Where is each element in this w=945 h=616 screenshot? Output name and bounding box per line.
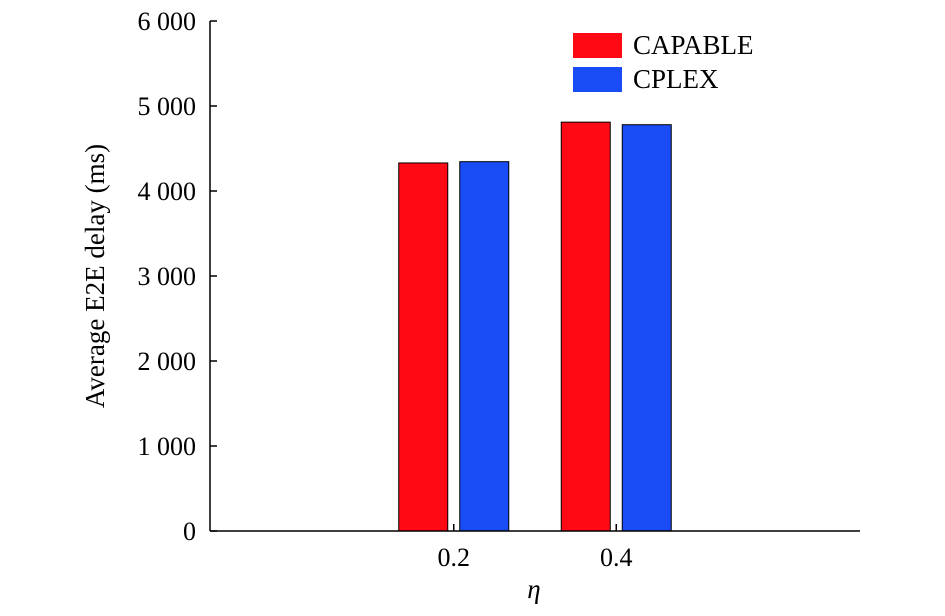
x-ticks-group: 0.2 0.4: [438, 524, 633, 572]
y-tick-label: 5 000: [138, 92, 197, 121]
axes-group: [209, 21, 860, 532]
y-tick-label: 3 000: [138, 262, 197, 291]
y-tick-label: 2 000: [138, 347, 197, 376]
legend-label-capable: CAPABLE: [633, 30, 754, 60]
y-tick-label: 6 000: [138, 7, 197, 36]
y-tick-label: 1 000: [138, 432, 197, 461]
y-tick-label: 0: [183, 517, 196, 546]
bar-cplex-0.4: [621, 124, 672, 532]
legend-swatch-cplex: [573, 67, 622, 92]
bar-cplex-0.2: [459, 161, 510, 532]
x-axis-title: η: [527, 574, 540, 604]
y-ticks-group: 0 1 000 2 000 3 000 4 000 5 000 6 000: [138, 7, 217, 546]
x-tick-label: 0.4: [600, 543, 633, 572]
bar-capable-0.4: [560, 121, 611, 532]
legend-label-cplex: CPLEX: [633, 64, 719, 94]
bar-capable-0.2: [398, 162, 449, 532]
bars-group: [398, 121, 672, 532]
legend-swatch-capable: [573, 33, 622, 58]
legend: CAPABLE CPLEX: [573, 30, 754, 94]
y-axis-title: Average E2E delay (ms): [80, 144, 110, 408]
y-tick-label: 4 000: [138, 177, 197, 206]
x-tick-label: 0.2: [438, 543, 471, 572]
